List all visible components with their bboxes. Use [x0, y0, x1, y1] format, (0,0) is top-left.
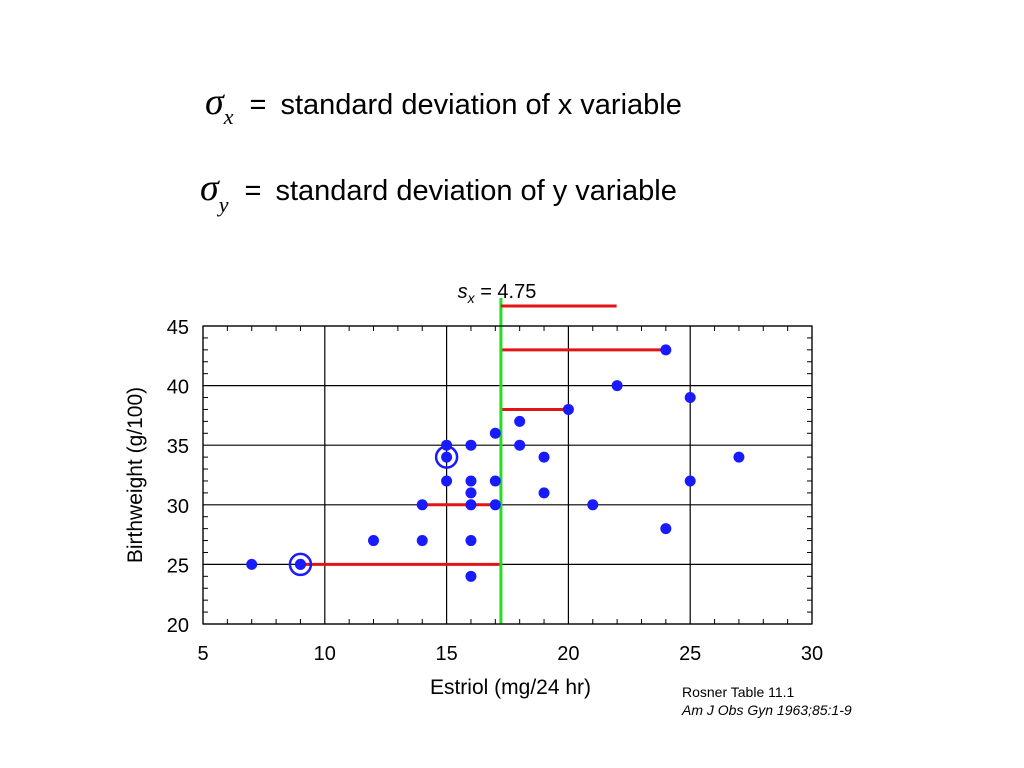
definition-sigma-x: σ x = standard deviation of x variable: [205, 80, 682, 129]
plot-frame: [202, 325, 813, 625]
y-tick-label: 45: [167, 317, 189, 339]
sd-value: = 4.75: [475, 281, 537, 303]
data-point: [538, 451, 550, 463]
data-point: [465, 487, 477, 499]
x-tick-label: 15: [435, 643, 457, 665]
data-point: [416, 535, 428, 547]
data-point: [465, 439, 477, 451]
equals-sign: =: [244, 175, 262, 207]
source-citation: Rosner Table 11.1 Am J Obs Gyn 1963;85:1…: [682, 683, 852, 719]
x-tick-label: 25: [679, 643, 701, 665]
highlight-ring: [288, 552, 313, 577]
sigma-subscript: x: [223, 104, 234, 129]
sd-symbol: s: [458, 281, 468, 303]
data-point: [684, 392, 696, 404]
grid-layer: [202, 325, 813, 625]
data-point: [465, 499, 477, 511]
y-tick-label: 20: [167, 615, 189, 637]
data-point: [611, 380, 623, 392]
data-point: [441, 451, 453, 463]
y-tick-label: 25: [167, 555, 189, 577]
data-point: [514, 415, 526, 427]
data-point: [489, 499, 501, 511]
data-point: [368, 535, 380, 547]
data-point: [733, 451, 745, 463]
data-point: [660, 344, 672, 356]
data-point: [441, 475, 453, 487]
equals-sign: =: [249, 89, 267, 121]
data-point: [562, 403, 574, 415]
source-journal: Am J Obs Gyn 1963;85:1-9: [682, 702, 852, 718]
sigma-symbol: σ: [205, 81, 224, 123]
x-axis-title: Estriol (mg/24 hr): [430, 676, 591, 699]
data-point: [684, 475, 696, 487]
data-point: [587, 499, 599, 511]
y-tick-label: 40: [167, 377, 189, 399]
data-point: [416, 499, 428, 511]
points-layer: [246, 344, 745, 582]
sigma-subscript: y: [218, 192, 229, 217]
y-tick-label: 30: [167, 496, 189, 518]
definition-text: standard deviation of x variable: [280, 89, 682, 121]
y-tick-label: 35: [167, 436, 189, 458]
deviation-layer: [300, 298, 666, 624]
sd-subscript: x: [467, 290, 476, 306]
data-point: [465, 570, 477, 582]
data-point: [294, 558, 306, 570]
x-tick-label: 20: [557, 643, 579, 665]
x-tick-label: 10: [314, 643, 336, 665]
x-tick-label: 30: [801, 643, 823, 665]
data-point: [465, 535, 477, 547]
data-point: [660, 523, 672, 535]
data-point: [246, 558, 258, 570]
y-axis-title: Birthweight (g/100): [124, 387, 147, 563]
minor-ticks: [203, 326, 812, 624]
data-point: [489, 475, 501, 487]
data-point: [538, 487, 550, 499]
sd-annotation-label: sx = 4.75: [458, 281, 537, 306]
definition-sigma-y: σ y = standard deviation of y variable: [200, 166, 677, 217]
data-point: [441, 439, 453, 451]
highlight-ring: [434, 445, 459, 469]
data-point: [514, 439, 526, 451]
tick-labels: 5 10 15 20 25 30 20 25 30 35 40 45: [167, 317, 823, 665]
x-tick-label: 5: [197, 643, 208, 665]
sigma-symbol: σ: [200, 167, 219, 209]
data-point: [465, 475, 477, 487]
data-point: [489, 427, 501, 439]
source-table: Rosner Table 11.1: [682, 684, 795, 700]
definition-text: standard deviation of y variable: [275, 175, 677, 207]
